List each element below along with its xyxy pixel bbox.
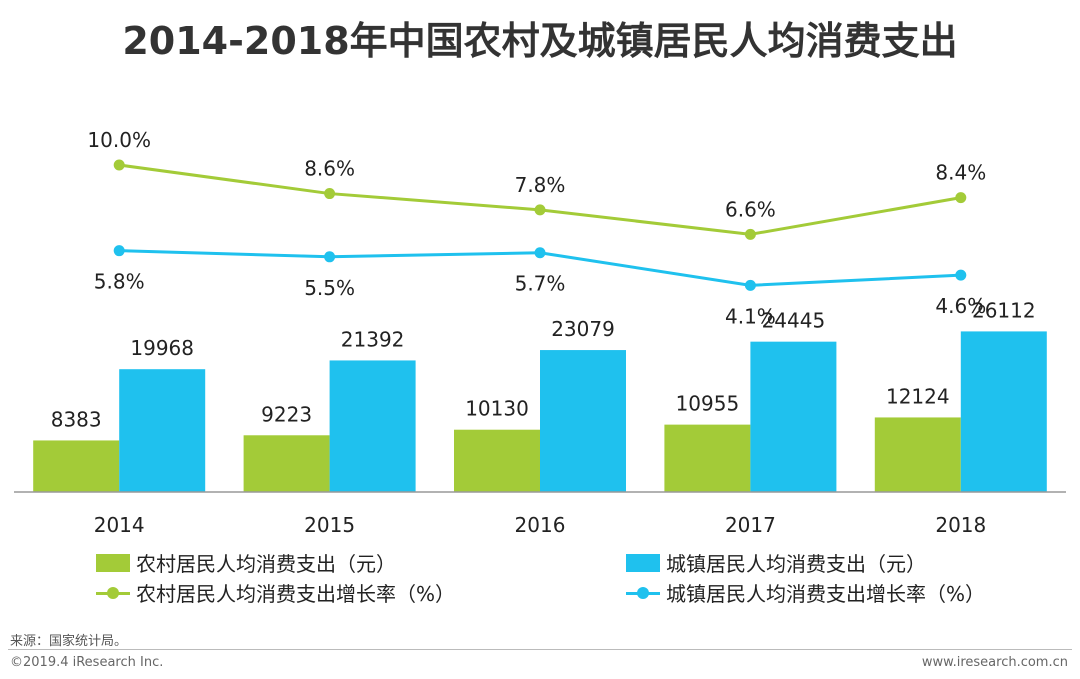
bar-urban-2014 [119, 369, 206, 492]
bar-rural-2015 [243, 435, 330, 492]
footer-divider [8, 649, 1072, 650]
legend-urban-bar: 城镇居民人均消费支出（元） [626, 548, 926, 577]
website-url: www.iresearch.com.cn [921, 655, 1068, 670]
point-urban-2015 [324, 251, 336, 263]
bar-rural-2018 [874, 417, 961, 492]
line-label-urban-2017: 4.1% [725, 304, 776, 328]
source-note: 来源：国家统计局。 [10, 634, 128, 649]
bar-label-rural-2018: 12124 [886, 384, 950, 408]
legend-rural-line: 农村居民人均消费支出增长率（%） [96, 578, 455, 607]
point-urban-2017 [744, 279, 756, 291]
bar-label-rural-2015: 9223 [261, 402, 312, 426]
line-label-rural-2015: 8.6% [304, 157, 355, 181]
line-label-urban-2014: 5.8% [94, 270, 145, 294]
bar-rural-2016 [454, 429, 540, 492]
bar-urban-2016 [540, 350, 626, 492]
bar-label-urban-2015: 21392 [341, 327, 405, 351]
legend-swatch-urban-bar [626, 553, 660, 572]
x-tick-2015: 2015 [304, 513, 355, 537]
legend-urban-line: 城镇居民人均消费支出增长率（%） [626, 578, 985, 607]
point-urban-2016 [534, 247, 546, 259]
legend-label-rural-line: 农村居民人均消费支出增长率（%） [136, 582, 456, 606]
bar-label-urban-2014: 19968 [130, 336, 194, 360]
point-urban-2014 [113, 245, 125, 257]
legend-swatch-rural-bar [96, 553, 130, 572]
line-label-rural-2017: 6.6% [725, 197, 776, 221]
bar-urban-2015 [329, 360, 416, 492]
point-urban-2018 [955, 269, 967, 281]
line-label-urban-2018: 4.6% [935, 294, 986, 318]
bar-rural-2014 [33, 440, 120, 492]
bar-rural-2017 [664, 424, 751, 492]
x-tick-2014: 2014 [94, 513, 145, 537]
chart-canvas: 8383 19968 2014 9223 21392 2015 10130 23079 2016… [14, 128, 1066, 537]
line-label-urban-2015: 5.5% [304, 276, 355, 300]
line-label-rural-2016: 7.8% [515, 173, 566, 197]
point-rural-2014 [113, 159, 125, 171]
chart-title: 2014-2018年中国农村及城镇居民人均消费支出 [122, 19, 958, 63]
legend-rural-bar: 农村居民人均消费支出（元） [96, 548, 396, 577]
point-rural-2017 [744, 228, 756, 240]
point-rural-2015 [324, 188, 336, 200]
x-tick-2018: 2018 [935, 513, 986, 537]
bar-label-urban-2018: 26112 [972, 298, 1036, 322]
copyright: ©2019.4 iResearch Inc. [10, 655, 164, 670]
x-tick-2017: 2017 [725, 513, 776, 537]
point-rural-2018 [955, 192, 967, 204]
legend-swatch-rural-line [96, 584, 130, 602]
bar-label-rural-2016: 10130 [465, 397, 529, 421]
legend-label-urban-bar: 城镇居民人均消费支出（元） [666, 552, 926, 576]
point-rural-2016 [534, 204, 546, 216]
legend-label-urban-line: 城镇居民人均消费支出增长率（%） [666, 582, 986, 606]
line-label-rural-2018: 8.4% [935, 161, 986, 185]
legend-label-rural-bar: 农村居民人均消费支出（元） [136, 552, 396, 576]
legend-swatch-urban-line [626, 584, 660, 602]
bar-urban-2018 [960, 331, 1047, 492]
x-tick-2016: 2016 [515, 513, 566, 537]
line-label-rural-2014: 10.0% [87, 128, 151, 152]
bar-label-urban-2016: 23079 [551, 317, 615, 341]
bar-label-urban-2017: 24445 [762, 309, 826, 333]
bar-label-rural-2017: 10955 [676, 392, 740, 416]
bar-label-rural-2014: 8383 [51, 407, 102, 431]
bar-urban-2017 [750, 341, 837, 492]
line-label-urban-2016: 5.7% [515, 272, 566, 296]
